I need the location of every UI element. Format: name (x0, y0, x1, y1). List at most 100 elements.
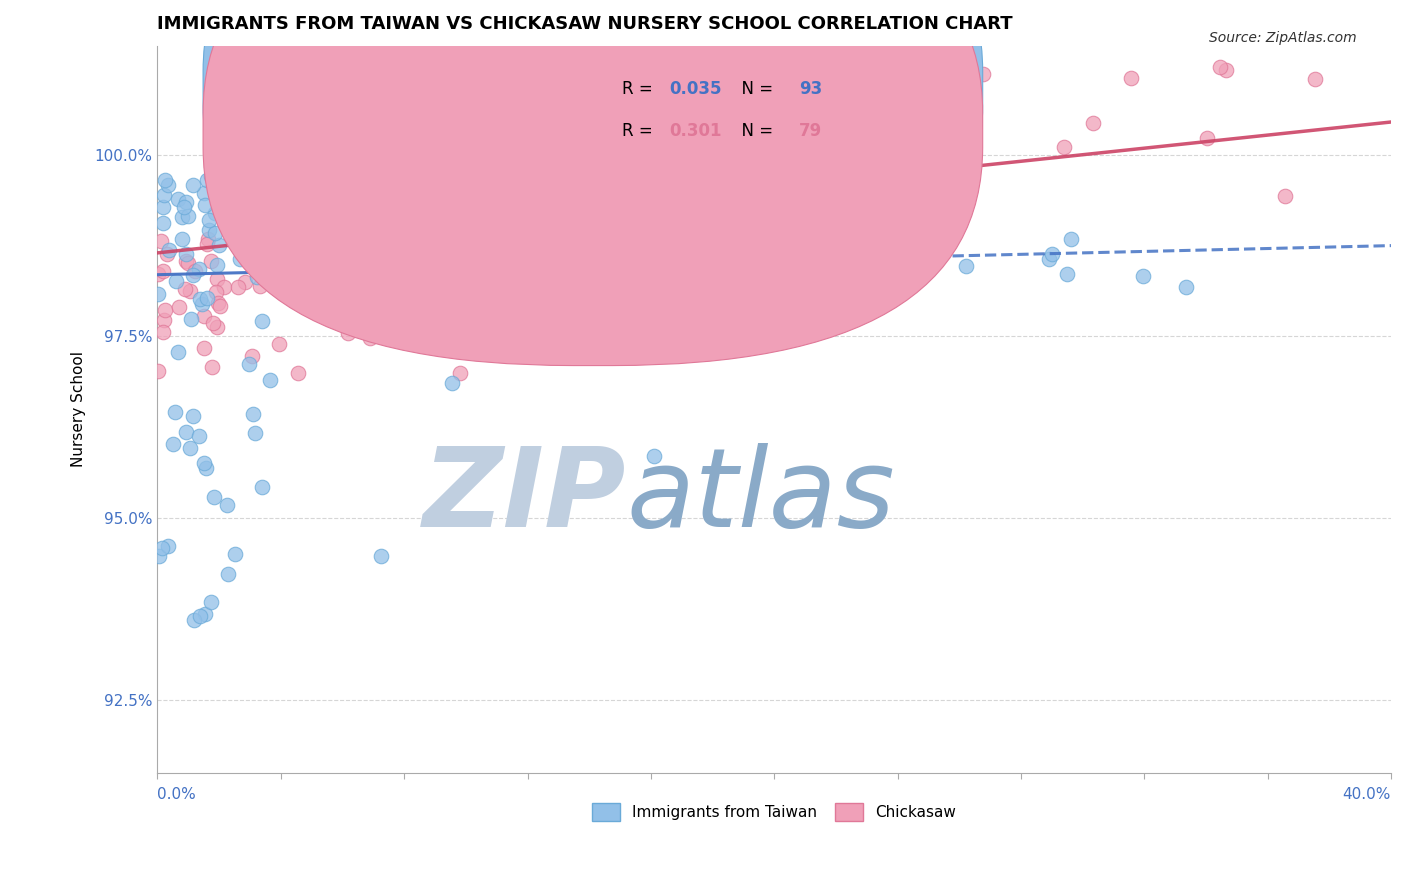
Point (405, 243, 427, 257)
Point (146, 267, 169, 281)
Point (1053, 139, 1076, 153)
Point (148, 549, 170, 563)
Point (207, 295, 229, 310)
Point (172, 210, 194, 224)
Point (197, 173, 219, 187)
Point (146, 287, 169, 301)
Point (238, 357, 260, 371)
Point (302, 239, 325, 253)
Point (253, 263, 276, 277)
Point (1040, 247, 1063, 261)
Point (201, 316, 224, 330)
FancyBboxPatch shape (553, 56, 866, 162)
Point (330, 185, 353, 199)
Point (195, 236, 218, 251)
Point (174, 195, 197, 210)
Point (295, 261, 318, 276)
Point (370, 549, 392, 563)
Point (932, 125, 955, 139)
Point (250, 313, 273, 327)
Text: R =: R = (623, 79, 658, 97)
Point (766, 323, 789, 337)
Point (181, 409, 204, 424)
Point (287, 268, 309, 283)
Point (835, 152, 858, 166)
FancyBboxPatch shape (202, 0, 983, 366)
Point (152, 217, 174, 231)
Point (204, 205, 226, 219)
Point (232, 216, 254, 230)
Point (408, 275, 430, 289)
Point (432, 292, 454, 306)
Point (240, 349, 263, 363)
Point (157, 178, 180, 193)
Point (828, 239, 851, 253)
Point (198, 223, 221, 237)
Point (188, 608, 211, 623)
Point (204, 227, 226, 241)
Point (336, 238, 359, 252)
Point (738, 195, 761, 210)
Point (1175, 280, 1198, 294)
Point (204, 490, 226, 504)
Point (208, 238, 231, 252)
Point (201, 360, 224, 375)
Text: 0.301: 0.301 (669, 121, 721, 140)
Point (287, 151, 309, 165)
Point (287, 366, 309, 380)
Point (273, 285, 295, 299)
Point (200, 169, 222, 184)
Point (212, 178, 235, 192)
Point (193, 309, 215, 323)
Point (368, 278, 391, 293)
Point (640, 150, 662, 164)
Point (187, 261, 209, 276)
Point (146, 364, 169, 378)
Point (195, 291, 218, 305)
Text: ZIP: ZIP (423, 443, 626, 550)
Point (153, 312, 176, 326)
Point (207, 271, 229, 285)
Y-axis label: Nursery School: Nursery School (72, 351, 86, 467)
Point (851, 107, 873, 121)
Point (174, 254, 197, 268)
Point (1132, 268, 1154, 283)
Point (449, 366, 471, 380)
Point (388, 279, 411, 293)
Point (200, 595, 222, 609)
Point (659, 234, 682, 248)
Point (709, 171, 731, 186)
Point (195, 460, 218, 475)
Point (173, 282, 195, 296)
Point (153, 172, 176, 186)
FancyBboxPatch shape (202, 0, 983, 324)
Point (288, 202, 311, 217)
Point (249, 278, 271, 293)
Point (152, 200, 174, 214)
Point (643, 449, 665, 463)
Text: R =: R = (623, 121, 658, 140)
Point (641, 270, 664, 285)
Text: 40.0%: 40.0% (1343, 788, 1391, 802)
Point (329, 254, 352, 268)
Point (318, 291, 340, 305)
Point (274, 225, 297, 239)
Point (181, 268, 204, 282)
Point (212, 280, 235, 294)
Point (224, 547, 246, 561)
Text: Source: ZipAtlas.com: Source: ZipAtlas.com (1209, 31, 1357, 45)
Point (200, 254, 222, 268)
Point (197, 232, 219, 246)
Point (773, 145, 796, 159)
Point (955, 259, 977, 273)
Point (183, 613, 205, 627)
Point (323, 252, 346, 266)
Point (150, 234, 173, 248)
Point (155, 303, 177, 318)
Text: 79: 79 (799, 121, 823, 140)
Point (259, 373, 281, 387)
Point (250, 480, 273, 494)
Point (440, 376, 463, 391)
Point (209, 299, 232, 313)
Point (813, 85, 835, 99)
